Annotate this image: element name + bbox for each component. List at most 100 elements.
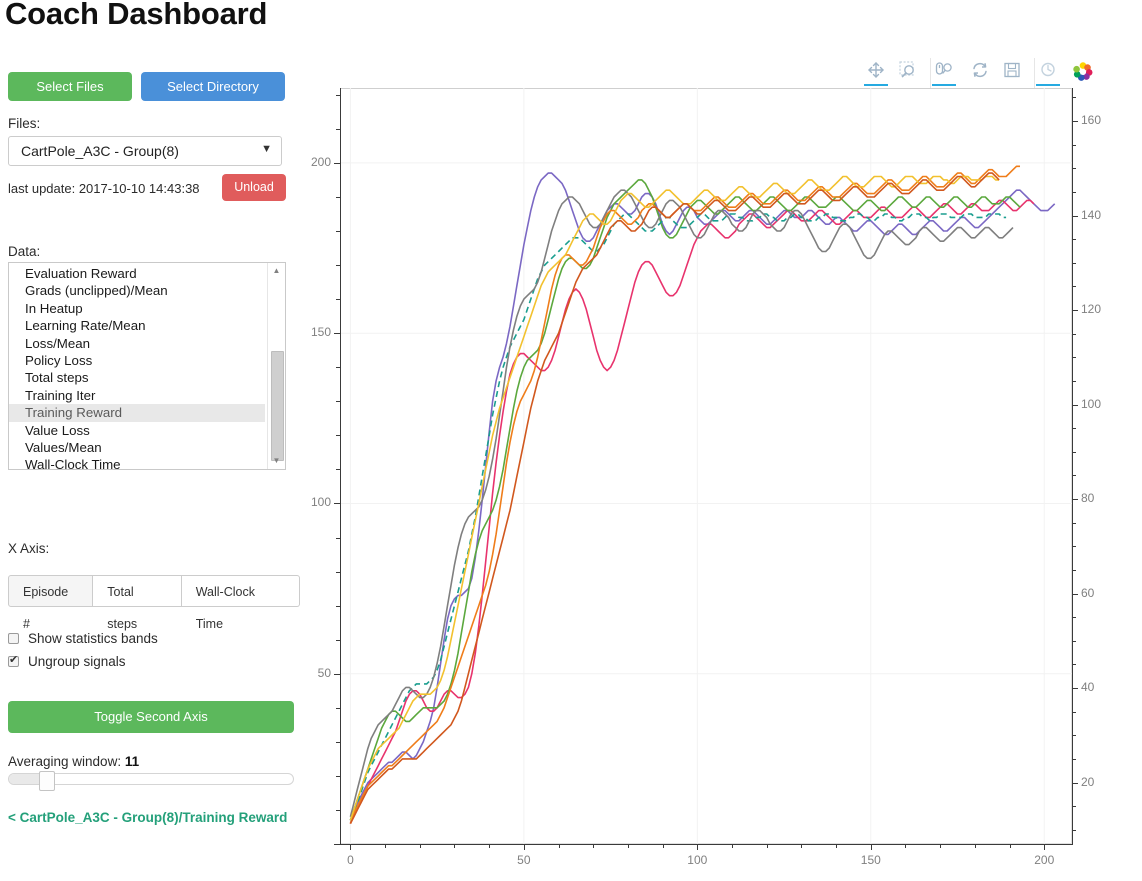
unload-button[interactable]: Unload: [222, 174, 286, 201]
select-files-button[interactable]: Select Files: [8, 72, 132, 101]
y-axis-left-tick: [336, 231, 340, 233]
averaging-window-slider[interactable]: [8, 771, 294, 791]
y-axis-right-tick: [1072, 215, 1078, 217]
pan-icon[interactable]: [863, 58, 889, 88]
series-line: [349, 175, 1000, 821]
data-list-item[interactable]: In Heatup: [25, 300, 83, 316]
bokeh-logo-icon[interactable]: [1072, 61, 1094, 83]
scroll-up-icon[interactable]: ▲: [272, 266, 281, 275]
y-axis-right-tick: [1072, 522, 1076, 524]
y-axis-right-tick-label: 20: [1081, 774, 1095, 789]
y-axis-right-tick: [1072, 829, 1076, 831]
x-axis-tick: [350, 844, 352, 850]
sidebar: Select Files Select Directory Files: Car…: [0, 56, 300, 856]
reset-icon[interactable]: [967, 58, 993, 88]
x-axis-label: X Axis:: [8, 541, 50, 556]
x-axis-tick: [558, 844, 560, 848]
series-line: [349, 172, 1056, 821]
ungroup-signals-checkbox[interactable]: [8, 653, 19, 667]
y-axis-left-tick: [336, 299, 340, 301]
show-statistics-bands-checkbox[interactable]: [8, 633, 19, 644]
files-select[interactable]: CartPole_A3C - Group(8) ▼: [8, 136, 282, 166]
y-axis-right-tick: [1072, 380, 1076, 382]
show-statistics-bands-label: Show statistics bands: [28, 631, 158, 646]
data-list-item[interactable]: Grads (unclipped)/Mean: [25, 283, 168, 299]
y-axis-right-tick: [1072, 782, 1078, 784]
data-list-item[interactable]: Training Iter: [25, 387, 96, 403]
y-axis-left-tick: [336, 435, 340, 437]
y-axis-right-tick: [1072, 357, 1076, 359]
save-icon[interactable]: [999, 58, 1025, 88]
x-axis-tick: [766, 844, 768, 848]
data-listbox[interactable]: Evaluation Reward Grads (unclipped)/Mean I…: [8, 262, 286, 470]
x-axis-tab[interactable]: Total steps: [93, 575, 182, 631]
y-axis-left-tick: [334, 503, 340, 505]
y-axis-right-tick: [1072, 121, 1078, 123]
plot-series-lines: [349, 165, 1056, 824]
scrollbar-thumb[interactable]: [271, 351, 284, 461]
x-axis-tick: [419, 844, 421, 848]
data-listbox-scrollbar[interactable]: ▲ ▼: [267, 263, 285, 469]
ungroup-signals-row[interactable]: Ungroup signals: [8, 653, 126, 672]
data-list-item[interactable]: Evaluation Reward: [25, 266, 137, 281]
wheel-zoom-icon[interactable]: [930, 58, 961, 88]
y-axis-right-tick: [1072, 617, 1076, 619]
y-axis-right-tick: [1072, 144, 1076, 146]
y-axis-left-tick: [334, 162, 340, 164]
y-axis-right-tick: [1072, 310, 1078, 312]
y-axis-right-tick: [1072, 475, 1076, 477]
data-label: Data:: [8, 244, 41, 259]
x-axis-tab[interactable]: Wall-Clock Time: [181, 575, 300, 631]
y-axis-right-tick: [1072, 404, 1078, 406]
y-axis-left-tick-label: 150: [310, 325, 331, 340]
plot-frame[interactable]: [340, 88, 1072, 844]
hover-icon[interactable]: [1034, 58, 1065, 88]
y-axis-left-tick: [336, 196, 340, 198]
y-axis-right-tick: [1072, 546, 1076, 548]
y-axis-left-line: [340, 88, 341, 845]
toggle-second-axis-button[interactable]: Toggle Second Axis: [8, 701, 294, 733]
x-axis-tick: [662, 844, 664, 848]
data-list-item[interactable]: Wall-Clock Time: [25, 457, 121, 470]
show-statistics-bands-row[interactable]: Show statistics bands: [8, 631, 158, 649]
y-axis-right-tick: [1072, 451, 1076, 453]
bokeh-toolbar: [860, 58, 1094, 90]
y-axis-right-tick: [1072, 333, 1076, 335]
x-axis-tick: [1009, 844, 1011, 848]
data-list-item[interactable]: Policy Loss: [25, 352, 93, 368]
x-axis-tick: [523, 844, 525, 850]
scroll-down-icon[interactable]: ▼: [272, 456, 281, 465]
last-update-text: last update: 2017-10-10 14:43:38: [8, 181, 200, 196]
y-axis-right-line: [1072, 88, 1073, 845]
y-axis-right-tick: [1072, 168, 1076, 170]
y-axis-left-tick: [336, 469, 340, 471]
data-list-item[interactable]: Loss/Mean: [25, 335, 91, 351]
signal-legend-link[interactable]: < CartPole_A3C - Group(8)/Training Rewar…: [8, 810, 288, 825]
box-zoom-icon[interactable]: [895, 58, 921, 88]
y-axis-right-tick-label: 80: [1081, 491, 1095, 506]
y-axis-right-tick-label: 60: [1081, 585, 1095, 600]
files-select-value: CartPole_A3C - Group(8): [21, 143, 179, 159]
y-axis-right-tick: [1072, 239, 1076, 241]
y-axis-left-tick-label: 200: [310, 154, 331, 169]
x-axis-tick-label: 150: [860, 853, 881, 867]
y-axis-left-tick: [336, 775, 340, 777]
y-axis-left-tick: [336, 605, 340, 607]
y-axis-right-tick-label: 100: [1081, 396, 1102, 411]
data-list-item[interactable]: Total steps: [25, 370, 89, 386]
y-axis-right-tick: [1072, 569, 1076, 571]
y-axis-right-tick: [1072, 191, 1076, 193]
data-list-item[interactable]: Value Loss: [25, 422, 90, 438]
x-axis-tab[interactable]: Episode #: [8, 575, 94, 631]
y-axis-left-tick: [336, 571, 340, 573]
data-list-item[interactable]: Training Reward: [9, 404, 265, 422]
y-axis-right-tick: [1072, 97, 1076, 99]
series-line: [349, 172, 1000, 824]
x-axis-tick: [593, 844, 595, 848]
y-axis-left-tick: [336, 367, 340, 369]
data-list-item[interactable]: Values/Mean: [25, 439, 102, 455]
data-list-item[interactable]: Learning Rate/Mean: [25, 318, 146, 334]
x-axis-tick: [489, 844, 491, 848]
select-directory-button[interactable]: Select Directory: [141, 72, 285, 101]
slider-handle[interactable]: [39, 771, 55, 791]
